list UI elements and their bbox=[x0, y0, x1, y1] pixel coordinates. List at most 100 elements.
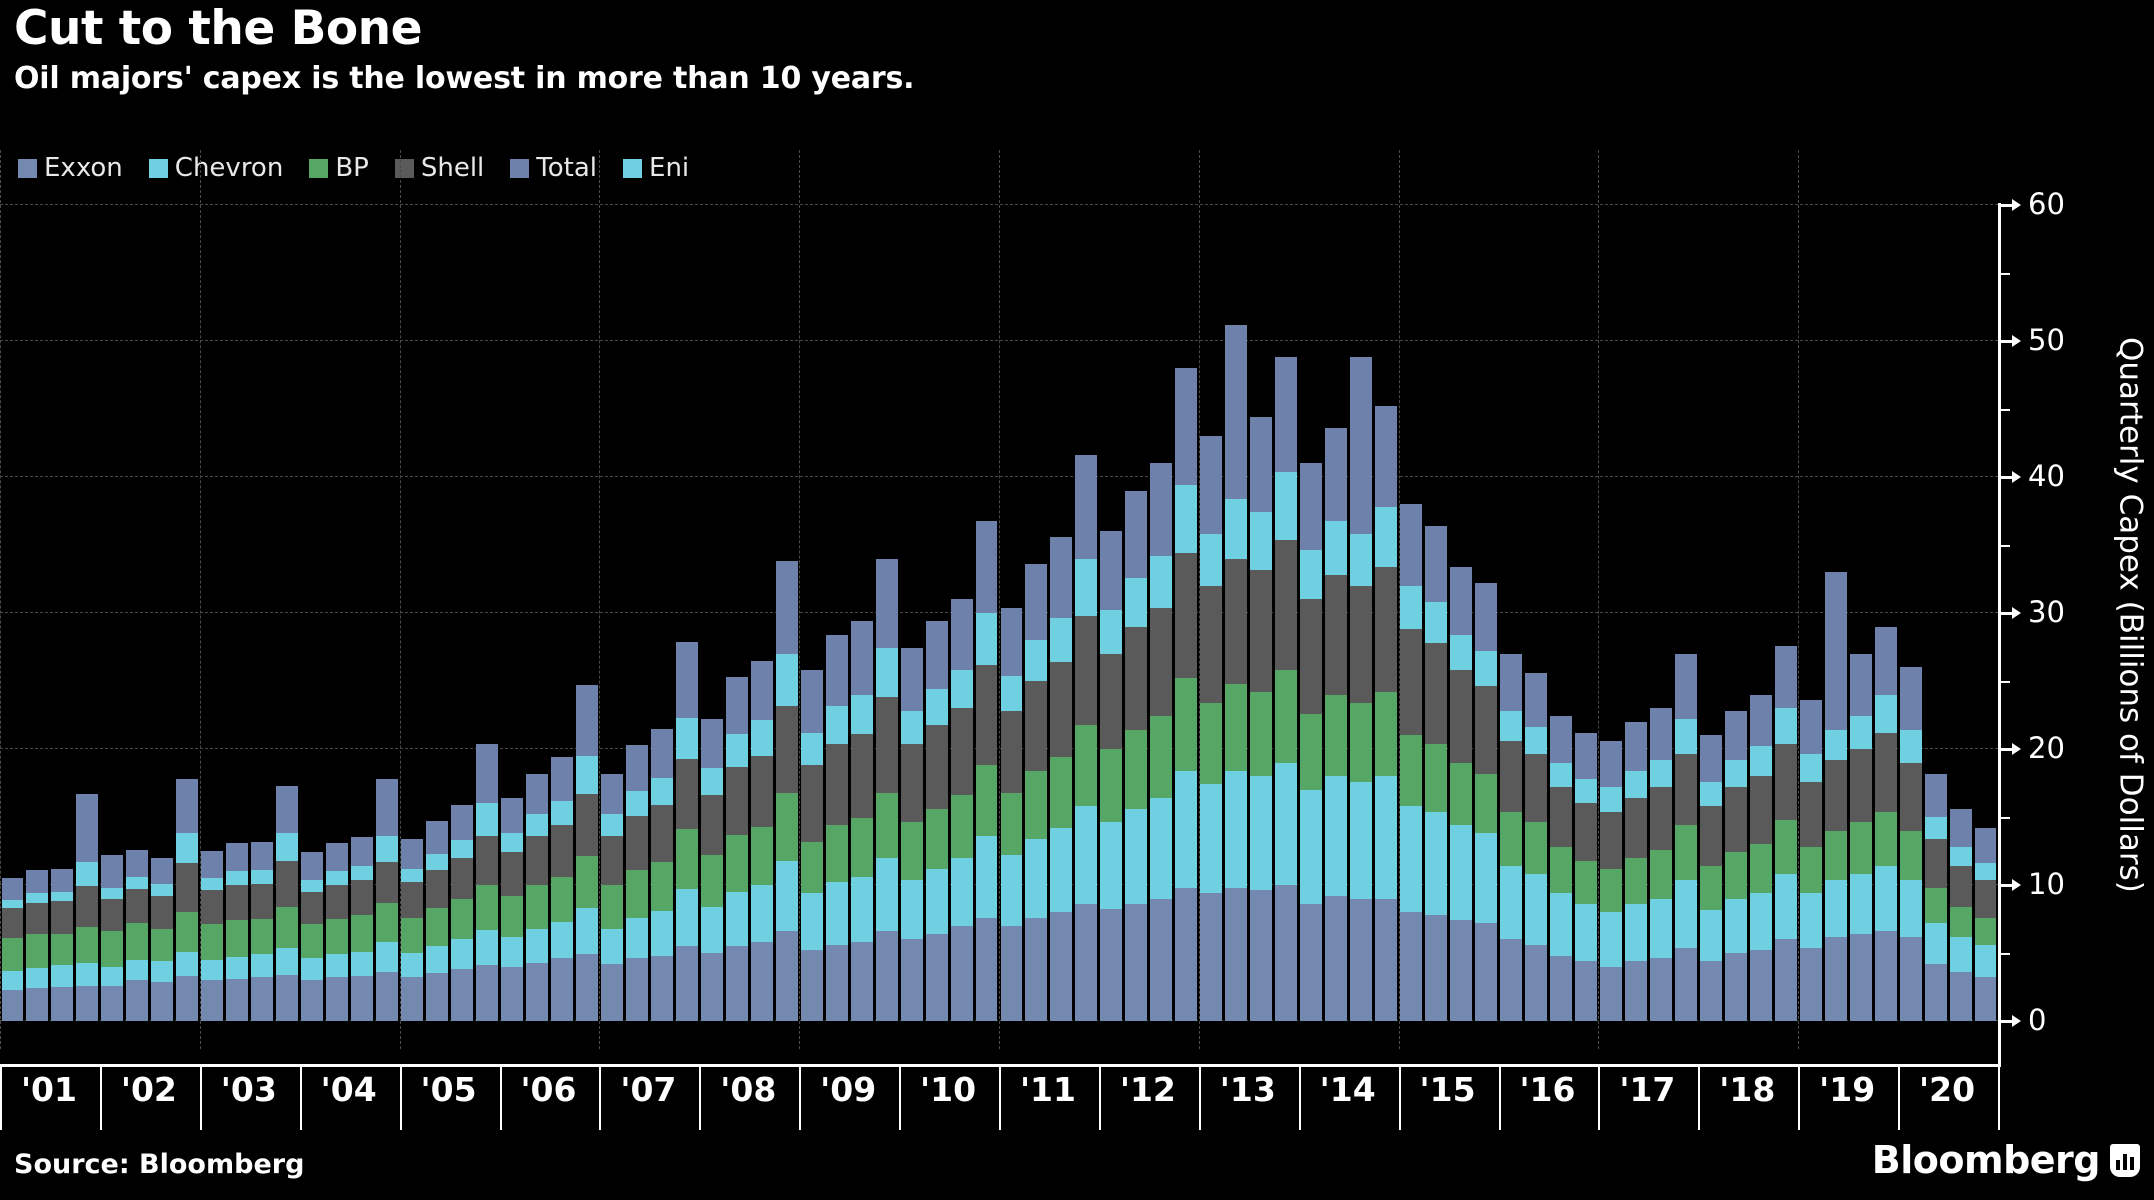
bar-Q304[interactable] bbox=[351, 837, 374, 1021]
bar-Q210[interactable] bbox=[925, 621, 948, 1021]
bar-Q416[interactable] bbox=[1574, 732, 1597, 1021]
bar-Q314[interactable] bbox=[1350, 357, 1373, 1021]
bar-Q419[interactable] bbox=[1874, 626, 1897, 1021]
bar-segment-shell bbox=[1, 908, 24, 939]
bar-Q205[interactable] bbox=[426, 821, 449, 1021]
bar-Q306[interactable] bbox=[550, 757, 573, 1021]
bar-Q202[interactable] bbox=[126, 849, 149, 1021]
bar-Q112[interactable] bbox=[1100, 531, 1123, 1021]
bar-Q213[interactable] bbox=[1225, 324, 1248, 1021]
bar-Q417[interactable] bbox=[1674, 653, 1697, 1021]
bar-Q207[interactable] bbox=[625, 744, 648, 1021]
bar-Q420[interactable] bbox=[1974, 827, 1997, 1021]
bar-Q104[interactable] bbox=[301, 852, 324, 1021]
bar-Q217[interactable] bbox=[1624, 721, 1647, 1021]
bar-Q414[interactable] bbox=[1375, 406, 1398, 1021]
legend-label: Total bbox=[536, 153, 598, 183]
bar-Q204[interactable] bbox=[326, 842, 349, 1021]
bar-Q318[interactable] bbox=[1749, 694, 1772, 1021]
bar-Q405[interactable] bbox=[476, 743, 498, 1021]
bar-Q107[interactable] bbox=[600, 773, 623, 1021]
bar-segment-eni bbox=[1549, 762, 1572, 788]
bar-Q118[interactable] bbox=[1699, 735, 1722, 1021]
bar-Q403[interactable] bbox=[276, 785, 299, 1021]
legend-item-shell[interactable]: Shell bbox=[394, 155, 484, 181]
bar-Q115[interactable] bbox=[1400, 504, 1423, 1021]
legend-label: Eni bbox=[649, 153, 690, 183]
bar-Q110[interactable] bbox=[900, 648, 923, 1021]
legend-item-chevron[interactable]: Chevron bbox=[148, 155, 283, 181]
bar-Q211[interactable] bbox=[1025, 564, 1048, 1021]
bar-Q308[interactable] bbox=[750, 660, 773, 1021]
bar-segment-chevron bbox=[176, 951, 199, 977]
legend-item-bp[interactable]: BP bbox=[309, 155, 369, 181]
bar-Q413[interactable] bbox=[1275, 357, 1298, 1021]
bar-Q119[interactable] bbox=[1799, 700, 1822, 1021]
bar-Q218[interactable] bbox=[1724, 710, 1747, 1021]
bar-Q406[interactable] bbox=[575, 685, 598, 1021]
bar-segment-total bbox=[1924, 773, 1947, 818]
bar-Q201[interactable] bbox=[26, 870, 49, 1021]
bar-Q408[interactable] bbox=[775, 561, 798, 1021]
legend-item-eni[interactable]: Eni bbox=[623, 155, 689, 181]
bar-Q319[interactable] bbox=[1849, 653, 1872, 1021]
bar-segment-shell bbox=[1125, 626, 1148, 730]
bar-Q206[interactable] bbox=[525, 773, 548, 1021]
bar-Q120[interactable] bbox=[1899, 667, 1922, 1021]
bar-Q209[interactable] bbox=[825, 634, 848, 1021]
bar-Q404[interactable] bbox=[376, 778, 399, 1021]
bar-Q105[interactable] bbox=[401, 838, 424, 1021]
bar-Q320[interactable] bbox=[1949, 808, 1972, 1021]
bar-Q412[interactable] bbox=[1175, 368, 1198, 1021]
bar-Q116[interactable] bbox=[1500, 653, 1522, 1021]
bar-Q313[interactable] bbox=[1250, 417, 1273, 1021]
bar-Q114[interactable] bbox=[1300, 463, 1323, 1021]
bar-Q315[interactable] bbox=[1450, 566, 1473, 1021]
bar-segment-total bbox=[1325, 428, 1348, 521]
bar-Q410[interactable] bbox=[975, 520, 998, 1021]
legend-item-exxon[interactable]: Exxon bbox=[18, 155, 123, 181]
bar-Q311[interactable] bbox=[1050, 536, 1073, 1021]
bar-Q301[interactable] bbox=[51, 868, 74, 1021]
bar-segment-bp bbox=[850, 818, 873, 877]
bar-Q101[interactable] bbox=[1, 878, 24, 1021]
bar-Q208[interactable] bbox=[725, 676, 748, 1021]
bar-Q302[interactable] bbox=[151, 857, 174, 1021]
bar-segment-shell bbox=[1250, 569, 1273, 692]
bar-segment-eni bbox=[1025, 640, 1048, 682]
bar-Q220[interactable] bbox=[1924, 773, 1947, 1021]
bar-Q203[interactable] bbox=[226, 842, 249, 1021]
bar-Q309[interactable] bbox=[850, 621, 873, 1021]
bar-Q317[interactable] bbox=[1649, 708, 1672, 1021]
bar-Q316[interactable] bbox=[1549, 716, 1572, 1021]
bar-Q214[interactable] bbox=[1325, 428, 1348, 1021]
bar-Q212[interactable] bbox=[1125, 490, 1148, 1021]
bar-Q108[interactable] bbox=[700, 719, 723, 1021]
bar-Q113[interactable] bbox=[1200, 436, 1223, 1021]
bar-Q305[interactable] bbox=[451, 804, 474, 1021]
bar-Q312[interactable] bbox=[1150, 463, 1173, 1021]
bar-Q106[interactable] bbox=[501, 798, 523, 1021]
x-tick bbox=[599, 1064, 602, 1130]
bar-segment-chevron bbox=[476, 929, 498, 966]
bar-Q418[interactable] bbox=[1774, 645, 1797, 1021]
bar-Q415[interactable] bbox=[1475, 583, 1497, 1021]
bar-Q111[interactable] bbox=[1000, 607, 1023, 1021]
bar-Q102[interactable] bbox=[101, 855, 124, 1021]
bar-Q303[interactable] bbox=[251, 841, 274, 1021]
bar-Q401[interactable] bbox=[76, 793, 99, 1021]
bar-Q307[interactable] bbox=[650, 728, 673, 1021]
bar-Q310[interactable] bbox=[950, 599, 973, 1021]
bar-Q103[interactable] bbox=[201, 851, 224, 1021]
bar-Q216[interactable] bbox=[1524, 672, 1547, 1021]
bar-Q109[interactable] bbox=[800, 670, 823, 1021]
bar-Q219[interactable] bbox=[1824, 572, 1847, 1021]
bar-Q407[interactable] bbox=[675, 641, 698, 1021]
bar-Q411[interactable] bbox=[1075, 455, 1098, 1021]
bar-segment-bp bbox=[950, 795, 973, 858]
bar-Q215[interactable] bbox=[1425, 525, 1448, 1021]
legend-item-total[interactable]: Total bbox=[510, 155, 597, 181]
bar-Q409[interactable] bbox=[875, 558, 898, 1021]
bar-Q117[interactable] bbox=[1599, 740, 1622, 1021]
bar-Q402[interactable] bbox=[176, 778, 199, 1021]
